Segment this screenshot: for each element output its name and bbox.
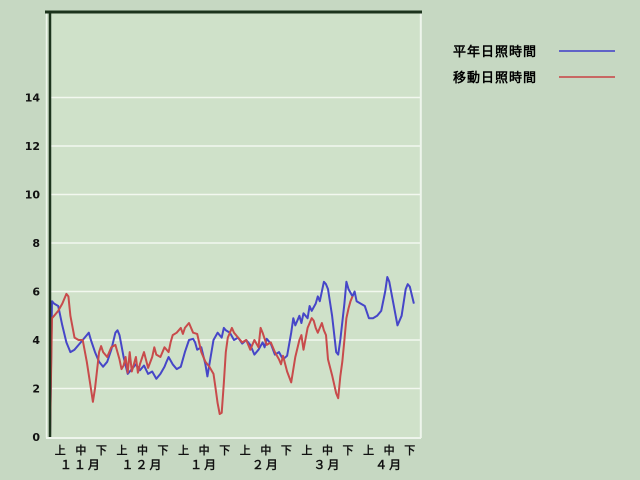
- x-month-label: １１月: [60, 458, 102, 472]
- y-tick-label-10: 10: [25, 189, 41, 202]
- x-period-label: 上: [116, 443, 127, 457]
- x-month-label: ２月: [252, 458, 280, 472]
- x-period-label: 中: [322, 443, 333, 457]
- legend-line-swatch-blue: [559, 49, 615, 52]
- y-tick-label-2: 2: [32, 383, 40, 396]
- x-period-label: 下: [281, 444, 292, 457]
- x-period-label: 中: [199, 443, 210, 457]
- x-period-label: 上: [178, 443, 189, 457]
- y-tick-label-12: 12: [25, 140, 40, 153]
- y-tick-label-8: 8: [32, 237, 40, 250]
- x-period-label: 下: [96, 444, 107, 457]
- y-tick-label-6: 6: [32, 286, 40, 299]
- series-lines: [49, 276, 415, 438]
- x-period-label: 下: [343, 444, 354, 457]
- x-period-label: 下: [404, 444, 415, 457]
- x-period-label: 中: [75, 443, 86, 457]
- legend-line-swatch-red: [559, 75, 615, 78]
- x-period-label: 上: [240, 443, 251, 457]
- x-period-label: 上: [301, 443, 312, 457]
- y-axis-labels: 0 2 4 6 8 10 12 14: [25, 92, 41, 445]
- y-tick-label-4: 4: [32, 334, 40, 347]
- series-line-moving-sunshine: [49, 292, 354, 438]
- legend-item-normal-sunshine: 平年日照時間: [453, 41, 615, 60]
- x-period-label: 上: [55, 443, 66, 457]
- x-period-label: 上: [363, 443, 374, 457]
- x-month-label: ３月: [313, 458, 341, 472]
- x-month-label: １月: [190, 458, 218, 472]
- y-tick-label-14: 14: [25, 92, 41, 105]
- plot-area: [50, 12, 420, 438]
- x-period-label: 下: [219, 444, 230, 457]
- x-month-label: ４月: [375, 458, 403, 472]
- legend-label-normal-sunshine: 平年日照時間: [453, 45, 538, 60]
- x-month-label: １２月: [121, 458, 163, 472]
- legend-item-moving-sunshine: 移動日照時間: [453, 67, 615, 86]
- x-period-label: 中: [260, 443, 271, 457]
- legend: 平年日照時間 移動日照時間: [453, 41, 615, 86]
- x-axis-labels: 上中下１１月上中下１２月上中下１月上中下２月上中下３月上中下４月: [55, 443, 415, 472]
- x-period-label: 中: [384, 443, 395, 457]
- legend-label-moving-sunshine: 移動日照時間: [453, 71, 538, 86]
- x-period-label: 中: [137, 443, 148, 457]
- x-period-label: 下: [158, 444, 169, 457]
- y-tick-label-0: 0: [32, 431, 40, 444]
